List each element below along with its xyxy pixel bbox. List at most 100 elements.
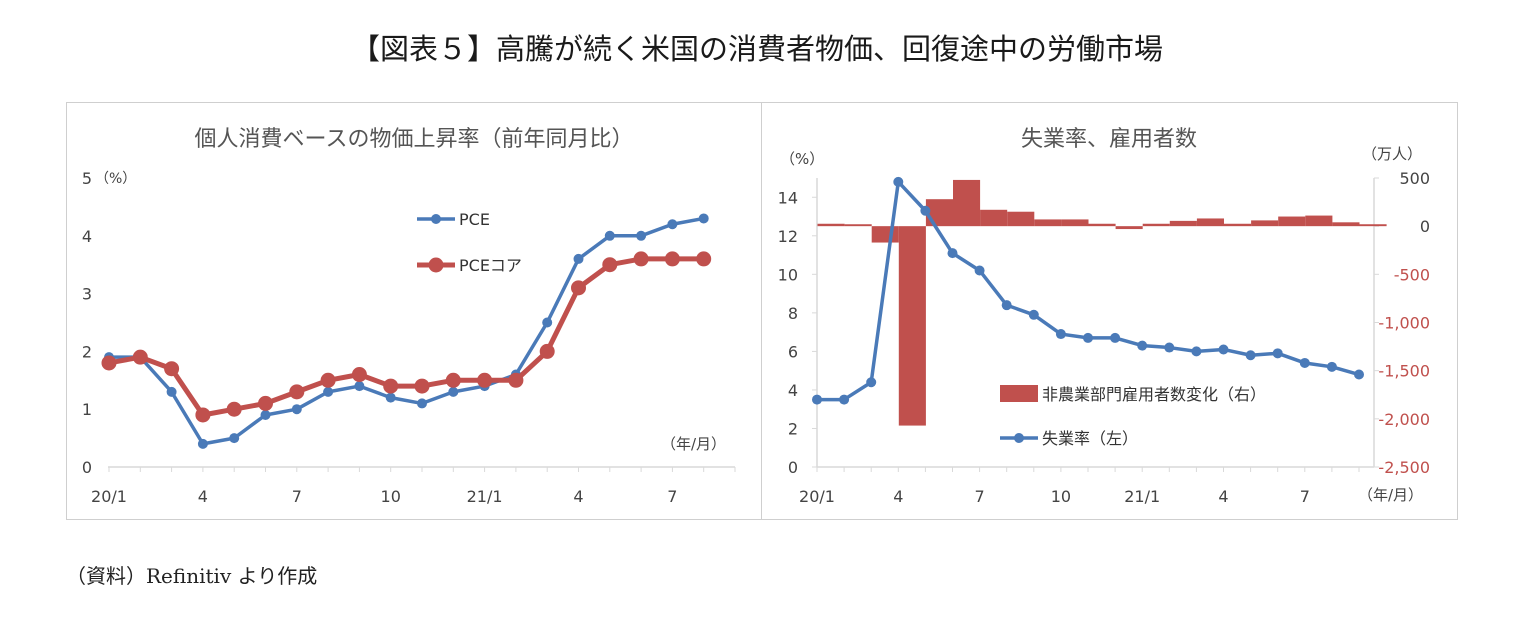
data-point [1218, 344, 1229, 355]
data-point [812, 394, 822, 405]
pce-chart-panel: 個人消費ベースの物価上昇率（前年同月比） （%） （年/月） 0 1 2 3 4 5 20/… [66, 102, 763, 520]
data-point [1245, 350, 1256, 361]
bar [980, 209, 1008, 227]
y-tick-label-right: -1,500 [1378, 362, 1430, 381]
data-point [1001, 300, 1012, 311]
data-point [226, 401, 242, 417]
bar [1088, 223, 1116, 227]
y-tick-label-left: 10 [778, 265, 798, 284]
series-line [109, 216, 705, 446]
source-note: （資料）Refinitiv より作成 [66, 564, 318, 588]
data-point [414, 378, 430, 394]
legend-label: PCEコア [459, 256, 522, 275]
bar [1061, 219, 1089, 227]
bar [898, 226, 926, 426]
data-point [477, 372, 493, 388]
data-point [195, 407, 211, 423]
legend-marker [431, 214, 441, 224]
x-tick-label: 10 [381, 487, 401, 506]
y-tick-label: 1 [82, 400, 92, 419]
data-point [229, 433, 240, 444]
data-point [839, 394, 850, 405]
y-tick-label-right: -500 [1394, 265, 1430, 284]
x-tick-label: 4 [1218, 487, 1228, 506]
chart-title: 個人消費ベースの物価上昇率（前年同月比） [195, 127, 634, 152]
bar [1332, 222, 1360, 227]
data-point [197, 438, 208, 449]
y-axis-label: （%） [95, 171, 136, 187]
x-axis-label: （年/月） [1358, 486, 1423, 504]
data-point [289, 384, 305, 400]
data-point [508, 372, 524, 388]
data-point [1164, 342, 1175, 353]
x-tick-label: 7 [1300, 487, 1310, 506]
data-point [602, 257, 618, 273]
bar [1251, 220, 1279, 227]
x-tick-label: 7 [292, 487, 302, 506]
bar [1196, 218, 1224, 227]
data-point [1272, 348, 1283, 359]
legend-label: PCE [459, 210, 490, 229]
bar [953, 179, 981, 227]
x-tick-label: 4 [573, 487, 583, 506]
y-tick-label-left: 8 [788, 304, 798, 323]
data-point [1299, 357, 1310, 368]
bar [817, 223, 845, 227]
y-tick-label: 0 [82, 458, 92, 477]
data-point [1110, 332, 1121, 343]
data-point [947, 248, 958, 259]
series-line [817, 180, 1360, 402]
data-point [664, 251, 680, 267]
page-title: 【図表５】高騰が続く米国の消費者物価、回復途中の労働市場 [350, 32, 1163, 66]
bar [1142, 223, 1170, 227]
data-point [132, 349, 148, 365]
data-point [354, 381, 365, 392]
data-point [573, 253, 584, 264]
data-point [696, 251, 712, 267]
data-point [893, 176, 904, 187]
data-point [320, 372, 336, 388]
data-point [571, 280, 586, 296]
data-point [1191, 346, 1202, 357]
y-tick-label-left: 2 [788, 419, 798, 438]
y-tick-label-right: -2,500 [1378, 458, 1430, 477]
data-point [445, 372, 461, 388]
y-tick-label-right: 0 [1420, 217, 1430, 236]
bar [844, 224, 872, 227]
unemployment-chart: 失業率、雇用者数 （%） （万人） （年/月） 0 2 4 6 8 10 12 14 -2,50… [778, 127, 1430, 506]
y-tick-label-left: 12 [778, 227, 798, 246]
chart-title: 失業率、雇用者数 [1021, 127, 1197, 152]
data-point [383, 378, 399, 394]
bar [1359, 224, 1387, 227]
x-tick-label: 21/1 [1124, 487, 1160, 506]
data-point [667, 219, 678, 230]
data-point [1028, 309, 1039, 320]
data-point [448, 386, 459, 397]
bar [1169, 220, 1197, 227]
x-tick-label: 7 [667, 487, 677, 506]
data-point [101, 355, 117, 371]
x-tick-label: 4 [893, 487, 903, 506]
legend-label: 失業率（左） [1042, 429, 1138, 448]
data-point [604, 230, 615, 241]
data-point [1083, 332, 1093, 343]
x-tick-label: 10 [1051, 487, 1071, 506]
y-axis-label-right: （万人） [1362, 145, 1422, 163]
data-point [1055, 329, 1066, 340]
y-tick-label-right: 500 [1399, 169, 1430, 188]
series-line [108, 256, 704, 418]
y-tick-label: 3 [82, 285, 92, 304]
bar [871, 226, 899, 243]
bar [1278, 216, 1306, 227]
y-tick-label: 4 [82, 227, 92, 246]
data-point [539, 343, 555, 359]
x-tick-label: 20/1 [799, 487, 835, 506]
data-point [542, 317, 553, 328]
legend-swatch [1000, 385, 1038, 402]
data-point [866, 377, 877, 388]
data-point [633, 251, 649, 267]
data-point [1326, 361, 1337, 372]
bar [1007, 211, 1035, 227]
data-point [698, 213, 709, 224]
x-axis-label: （年/月） [661, 435, 726, 453]
